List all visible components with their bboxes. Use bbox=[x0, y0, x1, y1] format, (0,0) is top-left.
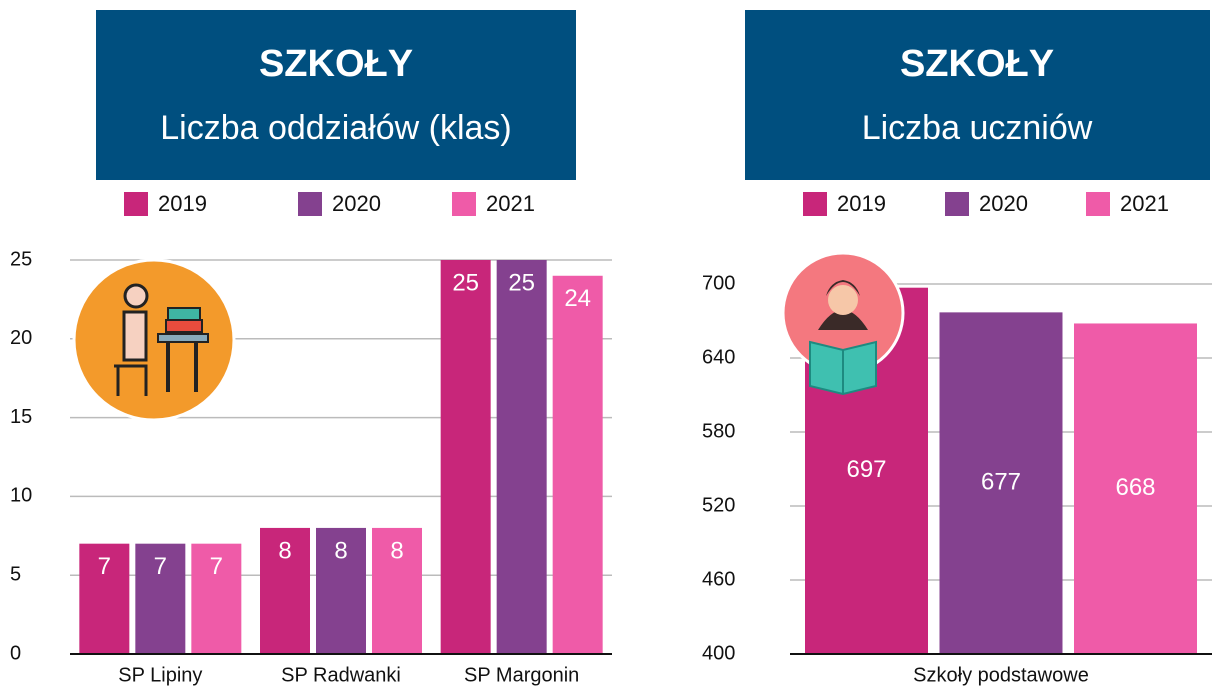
value-label: 8 bbox=[390, 537, 403, 564]
y-tick-label: 640 bbox=[702, 346, 735, 368]
legend-swatch bbox=[298, 192, 322, 216]
bar bbox=[939, 312, 1063, 654]
bar bbox=[552, 275, 603, 654]
title-box bbox=[745, 10, 1210, 180]
y-tick-label: 10 bbox=[10, 485, 32, 507]
legend-label: 2021 bbox=[1120, 191, 1169, 216]
legend-swatch bbox=[803, 192, 827, 216]
y-tick-label: 5 bbox=[10, 563, 21, 585]
desk-icon bbox=[72, 258, 236, 422]
value-label: 24 bbox=[564, 285, 591, 312]
legend-label: 2020 bbox=[332, 191, 381, 216]
bar bbox=[79, 543, 130, 654]
bar bbox=[135, 543, 186, 654]
legend-swatch bbox=[945, 192, 969, 216]
bar bbox=[191, 543, 242, 654]
legend-label: 2019 bbox=[158, 191, 207, 216]
value-label: 7 bbox=[154, 553, 167, 580]
chart-subtitle: Liczba uczniów bbox=[862, 109, 1093, 147]
y-tick-label: 580 bbox=[702, 420, 735, 442]
x-tick-label: Szkoły podstawowe bbox=[913, 664, 1089, 686]
legend-label: 2019 bbox=[837, 191, 886, 216]
y-tick-label: 400 bbox=[702, 642, 735, 664]
legend-label: 2020 bbox=[979, 191, 1028, 216]
value-label: 668 bbox=[1115, 474, 1155, 501]
title-box bbox=[96, 10, 576, 180]
legend-swatch bbox=[124, 192, 148, 216]
chart-title: SZKOŁY bbox=[259, 43, 413, 85]
y-tick-label: 25 bbox=[10, 248, 32, 270]
chart-subtitle: Liczba oddziałów (klas) bbox=[160, 109, 512, 147]
value-label: 25 bbox=[508, 269, 535, 296]
bar bbox=[1074, 323, 1197, 654]
bar bbox=[372, 527, 422, 654]
charts: 0 5 10 15 20 25 2019 2020 2021 SP Lipiny 7 7 7 SP Rad… bbox=[10, 191, 1212, 686]
legend-swatch bbox=[452, 192, 476, 216]
value-label: 7 bbox=[210, 553, 223, 580]
y-tick-label: 520 bbox=[702, 494, 735, 516]
value-label: 8 bbox=[334, 537, 347, 564]
value-label: 677 bbox=[981, 469, 1021, 496]
bar bbox=[316, 527, 366, 654]
y-tick-label: 460 bbox=[702, 568, 735, 590]
chart-title: SZKOŁY bbox=[900, 43, 1054, 85]
y-tick-label: 0 bbox=[10, 642, 21, 664]
reader-icon bbox=[781, 251, 905, 396]
value-label: 7 bbox=[98, 553, 111, 580]
legend-label: 2021 bbox=[486, 191, 535, 216]
value-label: 25 bbox=[452, 269, 479, 296]
bar bbox=[260, 527, 310, 654]
y-tick-label: 15 bbox=[10, 406, 32, 428]
value-label: 8 bbox=[278, 537, 291, 564]
x-tick-label: SP Margonin bbox=[464, 664, 579, 686]
x-tick-label: SP Radwanki bbox=[281, 664, 401, 686]
value-label: 697 bbox=[846, 456, 886, 483]
legend-swatch bbox=[1086, 192, 1110, 216]
bar bbox=[440, 260, 491, 654]
x-tick-label: SP Lipiny bbox=[118, 664, 202, 686]
bar bbox=[496, 260, 547, 654]
y-tick-label: 700 bbox=[702, 272, 735, 294]
y-tick-label: 20 bbox=[10, 327, 32, 349]
